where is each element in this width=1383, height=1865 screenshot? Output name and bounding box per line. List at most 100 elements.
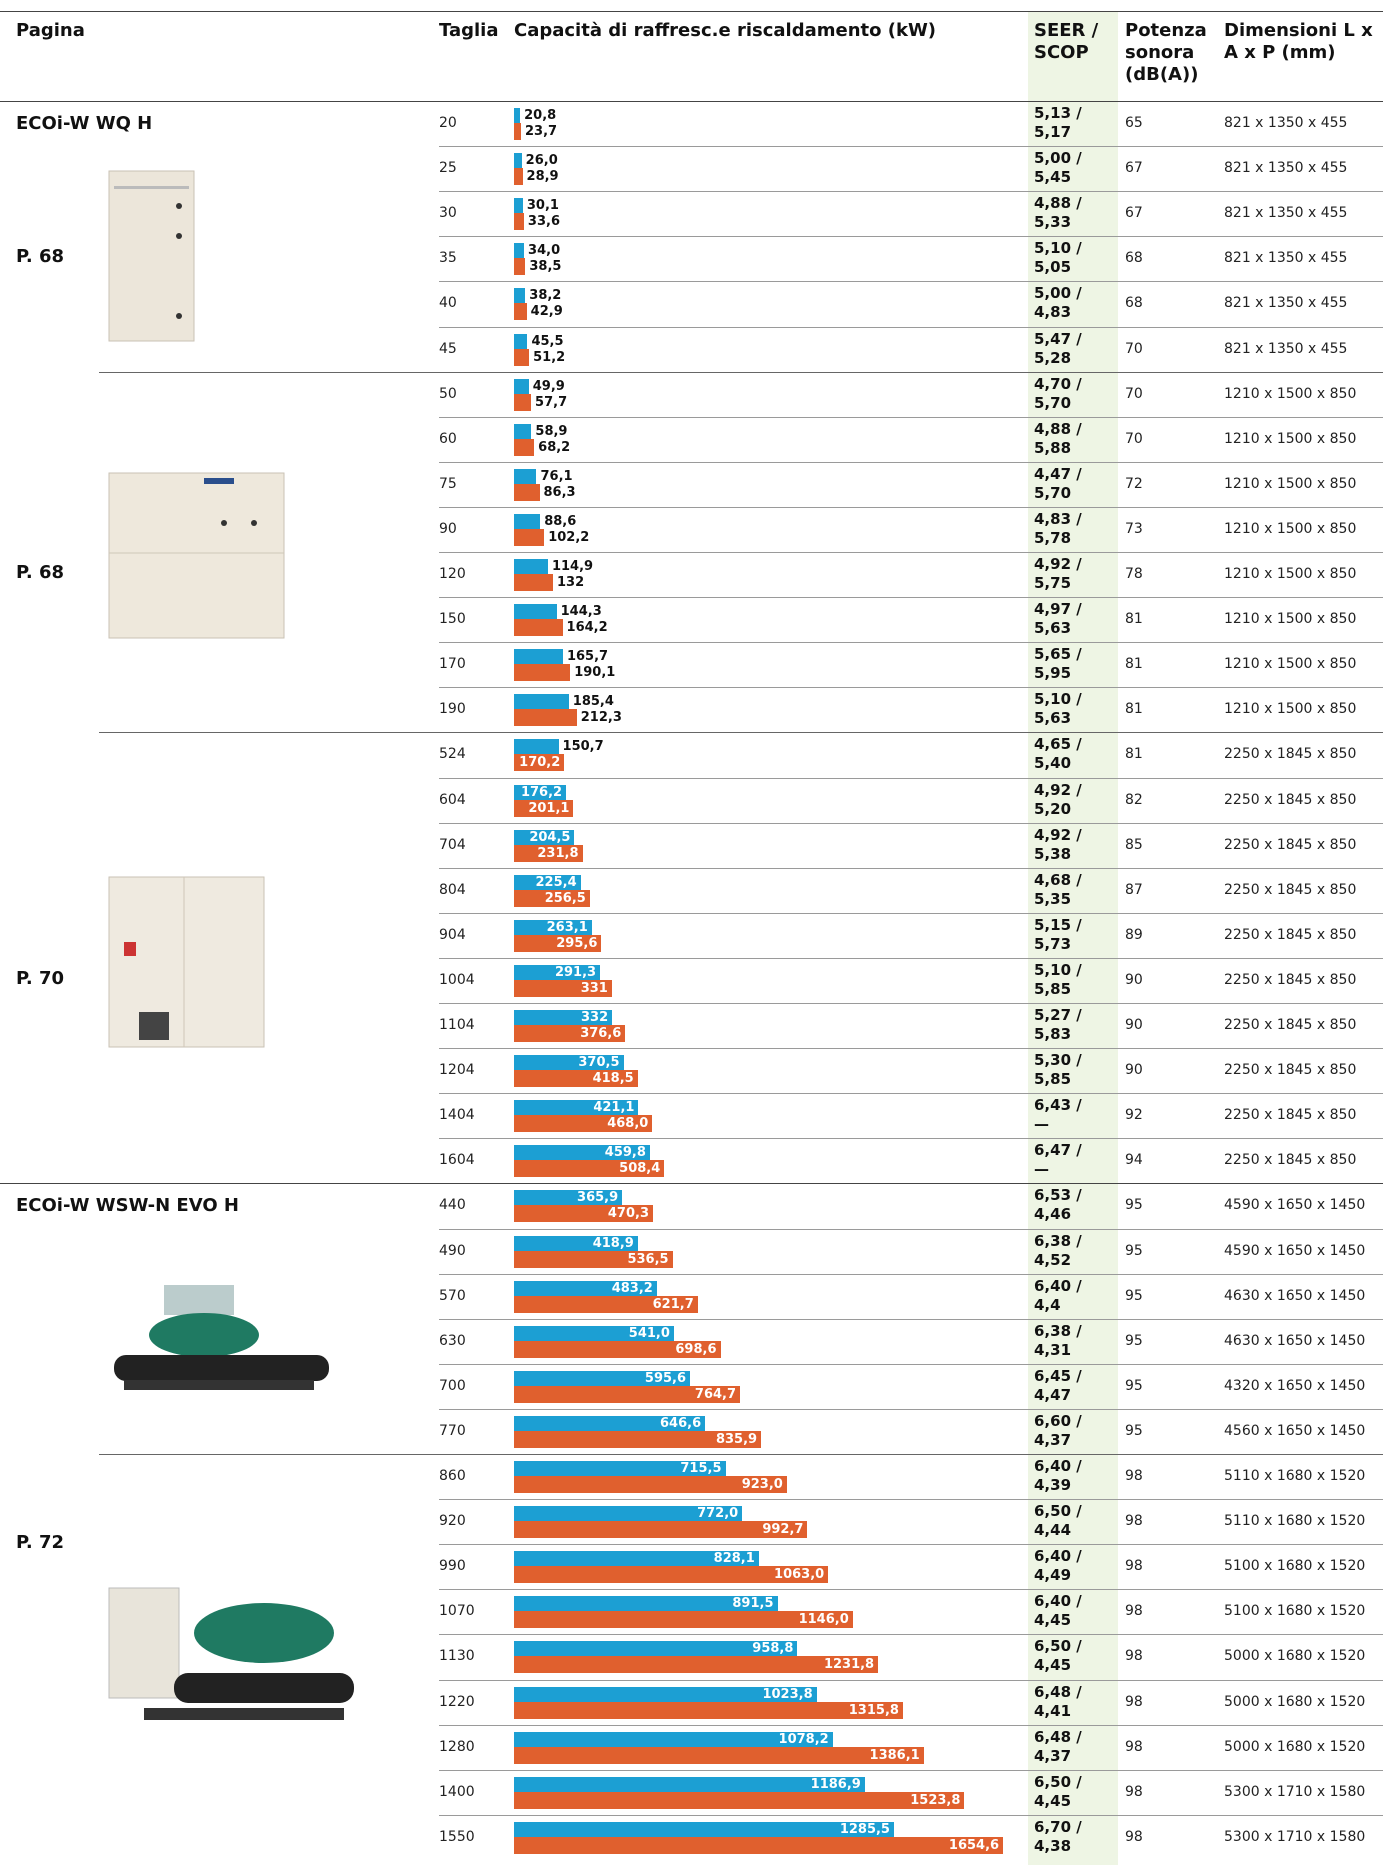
dims-cell: 821 x 1350 x 455: [1224, 115, 1348, 131]
dims-cell: 2250 x 1845 x 850: [1224, 836, 1357, 853]
row-line: [439, 1228, 1383, 1230]
heating-bar: [514, 1115, 653, 1133]
group-line: [99, 1454, 1383, 1455]
product-image: [114, 1285, 329, 1390]
value-label: 418,9: [592, 1235, 634, 1251]
scop-value: 4,45: [1034, 1656, 1072, 1675]
heating-bar: [514, 1340, 721, 1358]
value-label: 1146,0: [798, 1612, 849, 1628]
header-page: Pagina: [16, 20, 85, 41]
cooling-bar: [514, 1145, 650, 1161]
header-capacity: Capacità di raffresc.e riscaldamento (kW…: [514, 20, 937, 41]
scop-value: 4,4: [1034, 1295, 1061, 1314]
heating-bar: [514, 1070, 638, 1088]
seer-value: 6,40 /: [1034, 1547, 1082, 1566]
value-label: 49,9: [532, 378, 565, 394]
noise-cell: 85: [1125, 836, 1143, 853]
dims-cell: 1210 x 1500 x 850: [1224, 385, 1357, 402]
noise-cell: 94: [1125, 1152, 1143, 1169]
heating-bar: [514, 1701, 903, 1719]
dims-cell: 5110 x 1680 x 1520: [1224, 1468, 1366, 1484]
size-cell: 40: [439, 295, 457, 312]
seer-value: 6,47 /: [1034, 1141, 1082, 1160]
scop-value: 5,85: [1034, 979, 1072, 998]
heating-bar: [514, 1160, 665, 1178]
value-label: 370,5: [578, 1055, 620, 1071]
seer-value: 4,70 /: [1034, 374, 1082, 393]
scop-value: 5,78: [1034, 528, 1072, 547]
cooling-bar: [514, 468, 537, 484]
heating-bar: [514, 889, 590, 907]
scop-value: 5,75: [1034, 574, 1072, 592]
cooling-bar: [514, 1461, 726, 1476]
value-label: 1063,0: [774, 1567, 825, 1583]
value-label: 992,7: [762, 1522, 804, 1538]
row-line: [439, 1589, 1383, 1591]
heating-bar: [514, 1250, 673, 1268]
noise-cell: 70: [1125, 340, 1143, 357]
heating-bar: [514, 574, 554, 591]
scop-value: 4,47: [1034, 1385, 1072, 1404]
scop-value: 5,63: [1034, 619, 1072, 638]
heating-bar: [514, 1385, 741, 1403]
scop-value: 5,20: [1034, 799, 1072, 818]
size-cell: 1604: [439, 1152, 475, 1169]
value-label: 176,2: [520, 784, 563, 800]
dims-cell: 5000 x 1680 x 1520: [1224, 1738, 1366, 1755]
cooling-bar: [514, 198, 523, 214]
cooling-bar: [514, 739, 559, 755]
row-line: [439, 822, 1383, 824]
seer-value: 5,47 /: [1034, 329, 1082, 348]
seer-value: 6,40 /: [1034, 1276, 1082, 1295]
value-label: 595,6: [644, 1370, 687, 1386]
heating-bar: [514, 1205, 654, 1223]
value-label: 536,5: [627, 1251, 669, 1267]
row-line: [439, 957, 1383, 959]
dims-cell: 1210 x 1500 x 850: [1224, 611, 1357, 628]
seer-value: 6,40 /: [1034, 1592, 1082, 1611]
cooling-bar: [514, 559, 548, 574]
cooling-bar: [514, 378, 529, 394]
scop-value: 4,38: [1034, 1836, 1072, 1855]
noise-cell: 90: [1125, 1017, 1143, 1033]
value-label: 86,3: [543, 484, 576, 500]
dims-cell: 5300 x 1710 x 1580: [1224, 1783, 1366, 1800]
value-label: 34,0: [528, 243, 561, 259]
value-label: 891,5: [732, 1596, 774, 1612]
value-label: 1078,2: [778, 1731, 829, 1747]
value-label: 231,8: [537, 845, 579, 861]
cooling-bar: [514, 649, 563, 665]
seer-value: 4,65 /: [1034, 735, 1082, 754]
cooling-bar: [514, 108, 521, 123]
value-label: 263,1: [546, 919, 588, 935]
cooling-bar: [514, 1415, 706, 1431]
seer-value: 5,00 /: [1034, 284, 1082, 303]
size-cell: 60: [439, 430, 457, 447]
dims-cell: 4630 x 1650 x 1450: [1224, 1287, 1366, 1304]
dims-cell: 2250 x 1845 x 850: [1224, 1107, 1357, 1124]
noise-cell: 78: [1125, 566, 1143, 582]
scop-value: 4,41: [1034, 1701, 1072, 1720]
cooling-bar: [514, 333, 528, 349]
heating-bar: [514, 1656, 879, 1674]
heating-bar: [514, 303, 527, 321]
noise-cell: 98: [1125, 1468, 1143, 1484]
page-ref: P. 68: [16, 246, 65, 268]
value-label: 470,3: [607, 1206, 650, 1222]
row-line: [439, 146, 1383, 148]
value-label: 114,9: [551, 559, 594, 574]
heating-bar: [514, 1746, 924, 1764]
cooling-bar: [514, 1551, 759, 1567]
scop-value: 4,52: [1034, 1250, 1072, 1269]
value-label: 76,1: [540, 468, 573, 484]
scop-value: 4,31: [1034, 1340, 1072, 1359]
value-label: 483,2: [611, 1280, 653, 1296]
dims-cell: 2250 x 1845 x 850: [1224, 791, 1357, 808]
size-cell: 1204: [439, 1062, 475, 1079]
cooling-bar: [514, 1641, 798, 1657]
dims-cell: 1210 x 1500 x 850: [1224, 475, 1357, 492]
dims-cell: 4320 x 1650 x 1450: [1224, 1377, 1366, 1394]
scop-value: 4,37: [1034, 1746, 1072, 1765]
heating-bar: [514, 1611, 853, 1629]
